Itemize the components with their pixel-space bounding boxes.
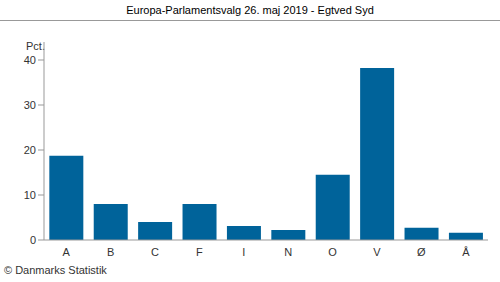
svg-text:F: F <box>196 246 203 258</box>
html-text:© Danmarks Statistik: © Danmarks Statistik <box>4 264 107 276</box>
svg-text:V: V <box>373 246 381 258</box>
svg-text:0: 0 <box>30 234 36 246</box>
svg-text:C: C <box>151 246 159 258</box>
svg-text:40: 40 <box>24 54 36 66</box>
svg-text:30: 30 <box>24 99 36 111</box>
svg-text:A: A <box>63 246 71 258</box>
svg-text:Ø: Ø <box>417 246 426 258</box>
svg-text:10: 10 <box>24 189 36 201</box>
svg-text:I: I <box>242 246 245 258</box>
svg-text:O: O <box>328 246 337 258</box>
svg-text:20: 20 <box>24 144 36 156</box>
html-text:Europa-Parlamentsvalg 26. maj: Europa-Parlamentsvalg 26. maj 2019 - Egt… <box>126 4 374 16</box>
html-text:Pct.: Pct. <box>26 40 45 52</box>
svg-text:Å: Å <box>462 246 470 258</box>
svg-text:N: N <box>284 246 292 258</box>
svg-text:B: B <box>107 246 114 258</box>
